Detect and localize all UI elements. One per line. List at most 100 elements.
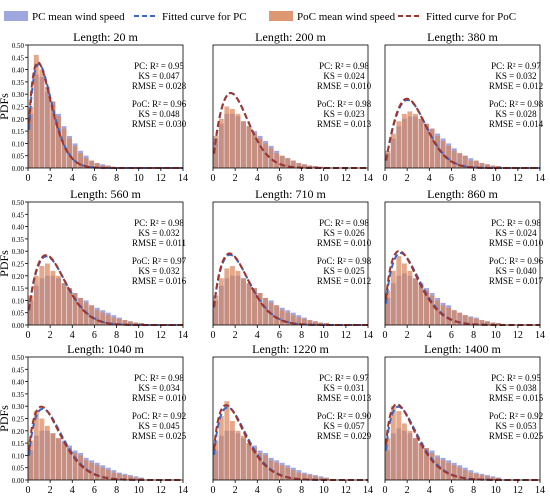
poc-bar — [240, 121, 246, 168]
x-tick-label: 12 — [156, 485, 166, 496]
pc-rmse-label: RMSE = 0.012 — [489, 81, 543, 91]
poc-bar — [274, 153, 280, 168]
poc-bar — [418, 285, 424, 325]
panel-title: Length: 1220 m — [252, 342, 329, 356]
poc-bar — [301, 164, 307, 168]
poc-bar — [100, 467, 106, 480]
poc-bar — [257, 452, 263, 480]
poc-bar — [457, 467, 463, 480]
x-tick-label: 2 — [233, 330, 238, 341]
y-tick-label: 0.10 — [12, 297, 25, 305]
poc-bar — [105, 165, 111, 168]
panel-title: Length: 560 m — [70, 187, 141, 201]
poc-bar — [429, 128, 435, 168]
x-tick-label: 10 — [491, 173, 501, 184]
y-tick-label: 0.45 — [12, 54, 25, 62]
x-tick-label: 8 — [471, 173, 476, 184]
poc-bar — [468, 472, 474, 480]
poc-bar — [263, 455, 269, 480]
poc-bar — [218, 416, 224, 480]
x-tick-label: 8 — [114, 330, 119, 341]
pc-r2-label: PC: R² = 0.98 — [134, 373, 184, 383]
poc-bar — [224, 401, 230, 480]
poc-bar — [72, 293, 78, 325]
poc-bar — [318, 477, 324, 480]
pc-r2-label: PC: R² = 0.97 — [491, 61, 541, 71]
poc-bar — [435, 457, 441, 480]
x-tick-label: 14 — [363, 173, 373, 184]
poc-bar — [418, 118, 424, 168]
y-tick-label: 0.25 — [12, 261, 25, 269]
poc-bar — [290, 470, 296, 480]
poc-bar — [301, 473, 307, 480]
x-tick-label: 12 — [341, 173, 351, 184]
x-tick-label: 6 — [449, 485, 454, 496]
x-tick-label: 10 — [134, 330, 144, 341]
x-tick-label: 10 — [491, 485, 501, 496]
poc-r2-label: PoC: R² = 0.98 — [489, 99, 544, 109]
poc-bar — [257, 138, 263, 168]
poc-bar — [312, 476, 318, 480]
y-tick-label: 0.15 — [12, 440, 25, 448]
poc-bar — [50, 433, 56, 480]
poc-ks-label: KS = 0.048 — [138, 109, 180, 119]
poc-bar — [307, 475, 313, 480]
poc-bar — [72, 452, 78, 480]
x-axis-label: Mean wind speed (m/s) — [406, 496, 519, 498]
poc-bar — [274, 305, 280, 325]
poc-ks-label: KS = 0.023 — [323, 109, 365, 119]
x-tick-label: 10 — [134, 485, 144, 496]
legend-label-0: PC mean wind speed — [32, 11, 125, 23]
poc-bar — [418, 443, 424, 480]
poc-bar — [50, 270, 56, 325]
poc-bar — [39, 69, 45, 168]
poc-bar — [133, 322, 139, 325]
x-tick-label: 6 — [92, 330, 97, 341]
x-tick-label: 12 — [513, 485, 523, 496]
poc-bar — [285, 312, 291, 325]
poc-r2-label: PoC: R² = 0.98 — [317, 99, 372, 109]
panel-title: Length: 710 m — [255, 187, 326, 201]
poc-bar — [116, 473, 122, 480]
x-tick-label: 12 — [341, 330, 351, 341]
x-tick-label: 8 — [299, 485, 304, 496]
pc-rmse-label: RMSE = 0.028 — [132, 81, 187, 91]
x-tick-label: 2 — [405, 485, 410, 496]
poc-fitted-curve — [28, 254, 183, 326]
y-tick-label: 0.05 — [12, 310, 25, 318]
poc-bar — [61, 128, 67, 168]
x-tick-label: 12 — [156, 330, 166, 341]
panel-6: Length: 1040 m 0 2 4 6 8 10 12 14 0.00 0.05 0.10 0.1… — [0, 342, 188, 498]
poc-bar — [401, 423, 407, 480]
y-tick-label: 0.35 — [12, 79, 25, 87]
pc-ks-label: KS = 0.038 — [495, 383, 537, 393]
poc-bar — [89, 305, 95, 325]
poc-r2-label: PoC: R² = 0.92 — [489, 411, 543, 421]
x-tick-label: 2 — [233, 485, 238, 496]
legend: PC mean wind speed Fitted curve for PC PoC… — [4, 11, 516, 23]
pc-rmse-label: RMSE = 0.015 — [489, 393, 544, 403]
poc-bar — [257, 293, 263, 325]
poc-bar — [127, 321, 133, 325]
y-tick-label: 0.05 — [12, 465, 25, 473]
y-tick-label: 0.45 — [12, 366, 25, 374]
poc-bar — [290, 315, 296, 325]
x-tick-label: 10 — [319, 173, 329, 184]
poc-bar — [479, 320, 485, 325]
y-tick-label: 0.00 — [12, 322, 25, 330]
poc-bar — [285, 467, 291, 480]
x-tick-label: 4 — [427, 330, 432, 341]
poc-bar — [105, 315, 111, 325]
poc-bar — [263, 297, 269, 325]
legend-label-3: Fitted curve for PoC — [426, 11, 516, 23]
x-tick-label: 2 — [48, 485, 53, 496]
poc-bar — [479, 475, 485, 480]
poc-rmse-label: RMSE = 0.012 — [317, 276, 371, 286]
poc-bar — [229, 420, 235, 480]
axes-frame — [212, 201, 369, 326]
poc-bar — [127, 476, 133, 480]
poc-bar — [473, 160, 479, 168]
poc-bar — [252, 288, 257, 325]
